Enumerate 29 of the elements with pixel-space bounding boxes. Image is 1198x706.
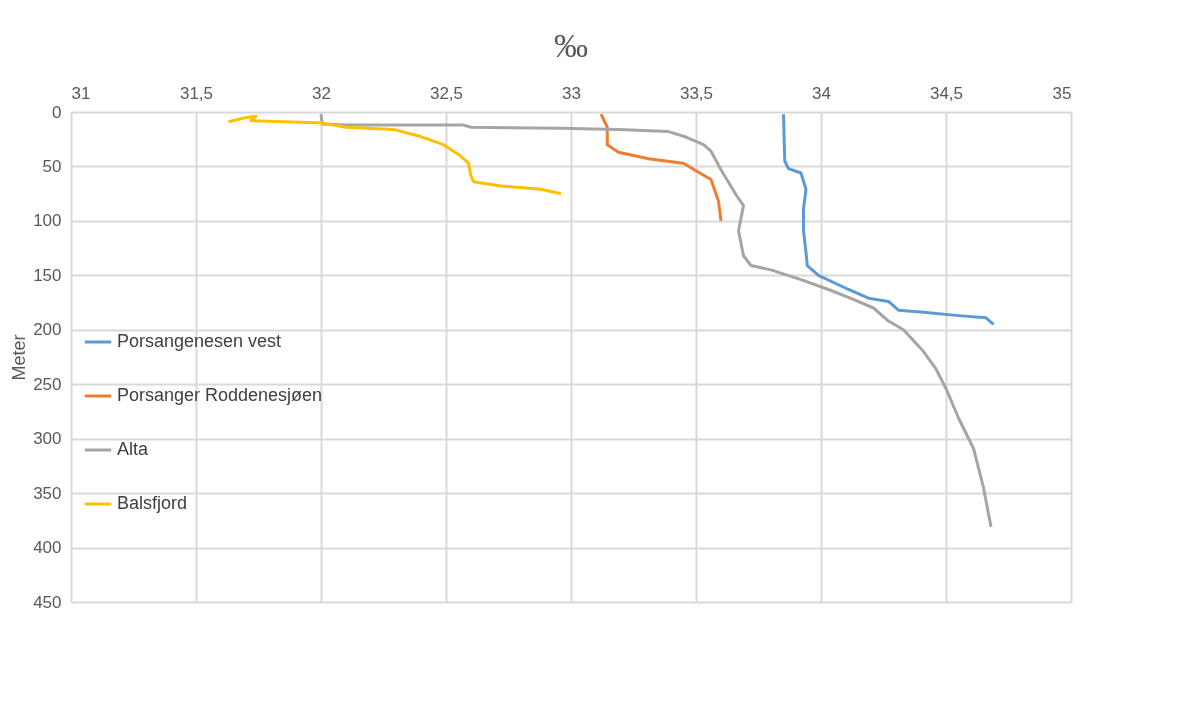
legend-label: Porsanger Roddenesjøen — [117, 385, 323, 405]
y-axis-title: Meter — [9, 334, 30, 381]
x-tick-label: 33 — [562, 83, 581, 103]
line-series — [782, 112, 995, 326]
x-tick-label: 31 — [71, 83, 91, 103]
y-tick-label: 0 — [52, 102, 62, 122]
x-tick-label: 32,5 — [429, 83, 464, 103]
y-tick-label: 400 — [33, 538, 62, 558]
y-tick-label: 300 — [33, 429, 62, 449]
legend-label: Balsfjord — [117, 493, 188, 513]
y-tick-label: 250 — [33, 374, 62, 394]
y-tick-label: 100 — [33, 211, 62, 231]
x-tick-label: 31,5 — [179, 83, 214, 103]
y-tick-label: 450 — [33, 592, 62, 612]
line-series — [319, 112, 993, 529]
legend-label: Alta — [117, 439, 150, 459]
line-series — [599, 112, 723, 223]
x-tick-label: 32 — [312, 83, 331, 103]
chart-title: ‰ — [554, 27, 588, 64]
x-tick-label: 34,5 — [929, 83, 964, 103]
y-tick-label: 350 — [33, 483, 62, 503]
x-tick-label: 35 — [1052, 83, 1072, 103]
legend-label: Porsangenesen vest — [117, 331, 282, 351]
y-tick-label: 50 — [42, 156, 62, 176]
line-series — [227, 114, 563, 196]
x-tick-label: 33,5 — [679, 83, 714, 103]
x-tick-label: 34 — [812, 83, 831, 103]
y-tick-label: 150 — [33, 265, 62, 285]
y-tick-label: 200 — [33, 320, 62, 340]
